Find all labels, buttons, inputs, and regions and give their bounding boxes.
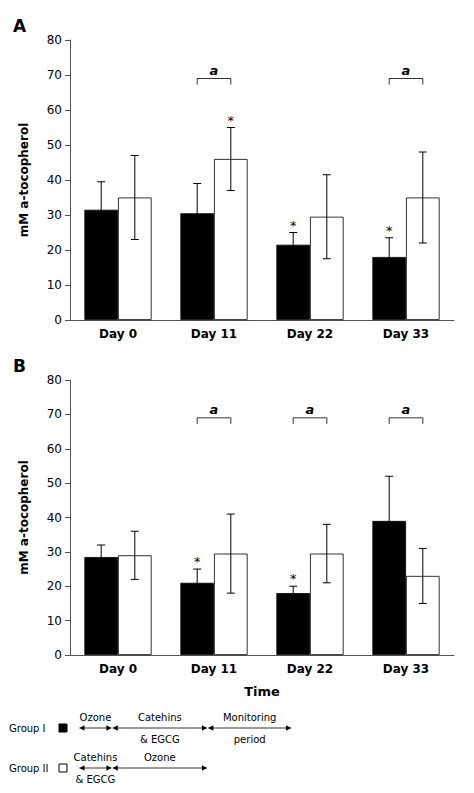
svg-text:50: 50 — [47, 476, 62, 490]
svg-text:*: * — [228, 113, 235, 128]
svg-text:*: * — [290, 218, 297, 233]
svg-text:Ozone: Ozone — [80, 712, 112, 723]
svg-text:A: A — [13, 16, 27, 36]
svg-text:Monitoring: Monitoring — [223, 712, 276, 723]
svg-text:mM a-tocopherol: mM a-tocopherol — [17, 460, 31, 575]
svg-text:0: 0 — [54, 313, 62, 327]
svg-text:period: period — [234, 734, 266, 745]
svg-text:Day 22: Day 22 — [287, 327, 333, 341]
svg-text:B: B — [13, 356, 26, 376]
svg-text:a: a — [402, 63, 411, 78]
svg-text:10: 10 — [47, 614, 62, 628]
svg-text:Day 11: Day 11 — [191, 662, 237, 676]
svg-text:Group II: Group II — [9, 763, 49, 774]
svg-text:60: 60 — [47, 103, 62, 117]
svg-text:0: 0 — [54, 648, 62, 662]
svg-text:*: * — [386, 223, 393, 238]
svg-text:Group I: Group I — [9, 723, 46, 734]
svg-text:Day 33: Day 33 — [383, 327, 429, 341]
svg-text:80: 80 — [47, 33, 62, 47]
svg-text:& EGCG: & EGCG — [76, 774, 116, 785]
svg-text:40: 40 — [47, 173, 62, 187]
svg-text:40: 40 — [47, 511, 62, 525]
svg-text:a: a — [306, 402, 315, 417]
svg-text:Day 11: Day 11 — [191, 327, 237, 341]
svg-text:a: a — [210, 402, 219, 417]
svg-text:Day 33: Day 33 — [383, 662, 429, 676]
svg-text:20: 20 — [47, 579, 62, 593]
svg-text:a: a — [210, 63, 219, 78]
svg-text:Ozone: Ozone — [144, 752, 176, 763]
svg-text:80: 80 — [47, 373, 62, 387]
svg-text:Time: Time — [244, 684, 280, 699]
svg-text:10: 10 — [47, 278, 62, 292]
svg-text:Day 0: Day 0 — [99, 327, 137, 341]
svg-text:20: 20 — [47, 243, 62, 257]
svg-text:& EGCG: & EGCG — [140, 734, 180, 745]
svg-text:70: 70 — [47, 68, 62, 82]
svg-text:Catehins: Catehins — [138, 712, 182, 723]
svg-text:*: * — [194, 554, 201, 569]
svg-text:Catehins: Catehins — [74, 752, 118, 763]
svg-text:Day 0: Day 0 — [99, 662, 137, 676]
svg-text:a: a — [402, 402, 411, 417]
svg-text:50: 50 — [47, 138, 62, 152]
svg-text:*: * — [290, 571, 297, 586]
svg-text:60: 60 — [47, 442, 62, 456]
svg-text:mM a-tocopherol: mM a-tocopherol — [17, 123, 31, 238]
svg-text:70: 70 — [47, 407, 62, 421]
svg-text:Day 22: Day 22 — [287, 662, 333, 676]
svg-text:30: 30 — [47, 545, 62, 559]
svg-text:30: 30 — [47, 208, 62, 222]
